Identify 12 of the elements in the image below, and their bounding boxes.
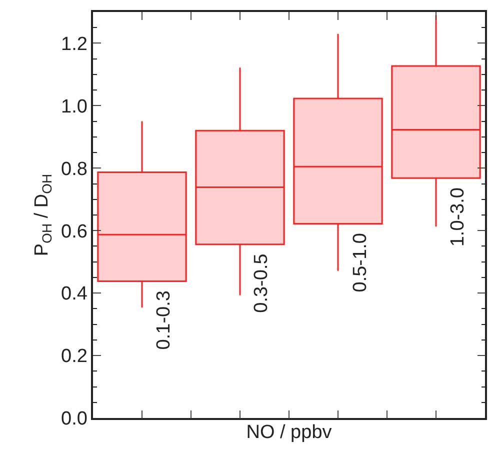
x-tick-label: 1.0-3.0 [447, 187, 468, 247]
x-tick-label: 0.3-0.5 [251, 254, 272, 313]
y-tick-label: 0.6 [61, 221, 88, 242]
y-tick-label: 0.2 [61, 346, 88, 368]
y-tick-label: 0.4 [61, 284, 88, 305]
y-tick-label: 1.0 [61, 96, 88, 118]
y-tick-label: 1.2 [61, 34, 88, 55]
x-tick-label: 0.5-1.0 [350, 233, 371, 292]
x-axis-title: NO / ppbv [246, 422, 332, 444]
x-tick-label: 0.1-0.3 [153, 290, 174, 350]
y-tick-label: 0.0 [61, 408, 88, 430]
y-tick-label: 0.8 [61, 158, 88, 180]
